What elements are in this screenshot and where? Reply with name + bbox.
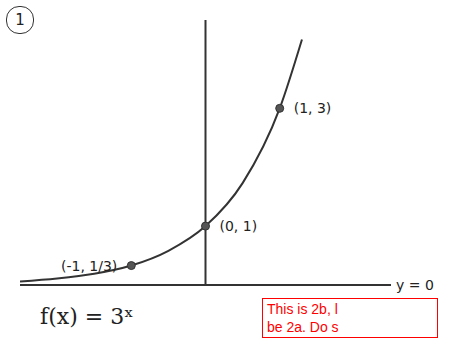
html-text:f(x) = 3ˣ: f(x) = 3ˣ — [40, 304, 134, 329]
svg-text:y = 0: y = 0 — [396, 277, 434, 293]
html-text:be 2a. Do s: be 2a. Do s — [267, 319, 339, 335]
html-text:1: 1 — [15, 11, 25, 29]
svg-text:(-1, 1/3): (-1, 1/3) — [61, 258, 117, 274]
html-text:This is 2b, l: This is 2b, l — [267, 301, 338, 317]
svg-text:(1, 3): (1, 3) — [294, 100, 332, 116]
svg-text:(0, 1): (0, 1) — [220, 218, 258, 234]
